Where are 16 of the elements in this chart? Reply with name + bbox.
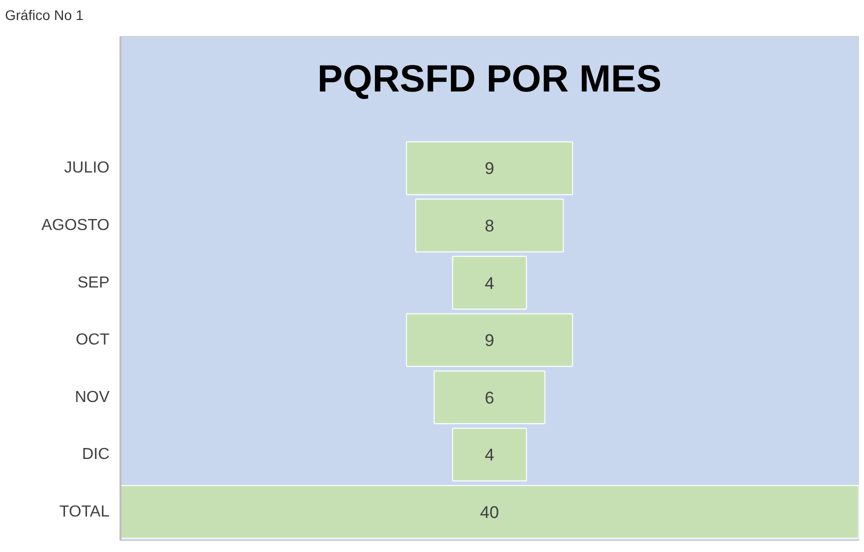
data-label: 4 [484, 274, 494, 293]
category-label: NOV [74, 388, 110, 406]
category-label: AGOSTO [41, 217, 110, 234]
category-label: SEP [77, 274, 110, 292]
text: Gráfico No 1 [5, 6, 84, 25]
category-label: JULIO [64, 160, 110, 177]
data-label: 8 [484, 216, 494, 236]
data-label: 9 [484, 331, 494, 350]
category-label: OCT [76, 332, 110, 349]
data-label: 6 [484, 388, 494, 408]
category-label: DIC [82, 446, 110, 464]
text: PQRSFD POR MES [317, 58, 662, 100]
data-label: 4 [484, 446, 494, 465]
category-label: TOTAL [59, 503, 110, 520]
data-label: 40 [480, 502, 499, 522]
data-label: 9 [484, 159, 494, 178]
